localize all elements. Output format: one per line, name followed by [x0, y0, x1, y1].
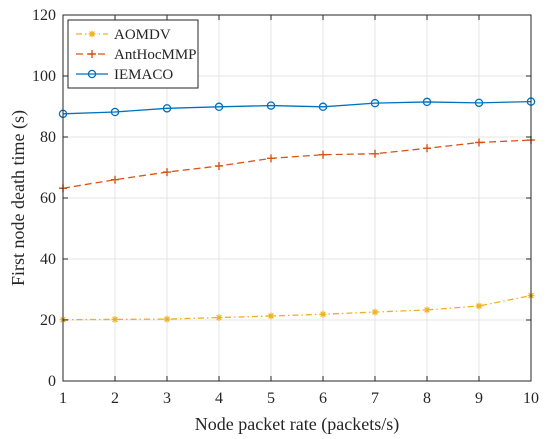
data-point-anthocmmp-5	[267, 154, 275, 163]
legend-marker-iemaco	[87, 69, 97, 79]
data-point-aomdv-2	[111, 315, 119, 323]
data-point-iemaco-6	[318, 102, 328, 112]
data-point-anthocmmp-2	[111, 175, 119, 184]
data-point-aomdv-8	[423, 306, 431, 314]
series-line-anthocmmp	[62, 139, 532, 189]
legend-entry-anthocmmp: AntHocMMP	[76, 47, 197, 63]
x-tick-label-4: 4	[215, 390, 223, 407]
x-tick-label-8: 8	[423, 390, 431, 407]
legend: AOMDV AntHocMMP IEMACO	[67, 19, 199, 89]
data-point-iemaco-9	[474, 98, 484, 108]
data-point-anthocmmp-7	[371, 149, 379, 158]
data-point-aomdv-3	[163, 315, 171, 323]
series-line-iemaco	[62, 100, 532, 115]
data-point-aomdv-7	[371, 308, 379, 316]
y-tick-label-80: 80	[40, 129, 56, 146]
y-tick-label-20: 20	[40, 312, 56, 329]
data-point-iemaco-8	[422, 97, 432, 107]
y-tick-label-40: 40	[40, 251, 56, 268]
data-point-anthocmmp-8	[423, 144, 431, 153]
data-point-iemaco-5	[266, 101, 276, 110]
legend-label-iemaco: IEMACO	[114, 67, 173, 83]
data-point-aomdv-6	[319, 310, 327, 318]
data-point-anthocmmp-3	[163, 168, 171, 177]
legend-label-aomdv: AOMDV	[114, 27, 171, 43]
data-point-anthocmmp-9	[475, 138, 483, 147]
series-lines	[58, 97, 536, 324]
data-point-anthocmmp-4	[215, 161, 223, 170]
series-line-aomdv	[62, 294, 532, 321]
y-axis-label: First node death time (s)	[8, 110, 29, 286]
x-tick-label-2: 2	[111, 390, 119, 407]
legend-marker-anthocmmp	[88, 50, 96, 58]
legend-label-anthocmmp: AntHocMMP	[114, 47, 197, 63]
data-point-anthocmmp-6	[319, 150, 327, 159]
x-tick-label-6: 6	[319, 390, 327, 407]
data-point-aomdv-5	[267, 312, 275, 320]
series-anthocmmp	[59, 136, 535, 193]
x-tick-label-5: 5	[267, 390, 275, 407]
legend-entry-aomdv: AOMDV	[76, 27, 171, 43]
x-tick-label-7: 7	[371, 390, 379, 407]
x-tick-label-9: 9	[475, 390, 483, 407]
data-point-iemaco-7	[370, 98, 380, 108]
x-axis-label: Node packet rate (packets/s)	[195, 414, 399, 435]
data-point-iemaco-2	[110, 107, 120, 117]
y-tick-label-0: 0	[48, 373, 56, 390]
data-point-aomdv-4	[215, 314, 223, 321]
x-tick-label-1: 1	[59, 390, 67, 407]
y-tick-label-60: 60	[40, 190, 56, 207]
x-tick-label-3: 3	[163, 390, 171, 407]
legend-entry-iemaco: IEMACO	[76, 67, 173, 83]
grid-lines	[63, 15, 531, 381]
y-tick-label-120: 120	[32, 7, 56, 24]
data-point-aomdv-9	[475, 302, 483, 310]
legend-marker-aomdv	[88, 30, 96, 38]
data-point-iemaco-3	[162, 104, 172, 113]
data-point-iemaco-4	[214, 102, 224, 112]
x-tick-label-10: 10	[523, 390, 539, 407]
y-tick-label-100: 100	[32, 68, 56, 85]
